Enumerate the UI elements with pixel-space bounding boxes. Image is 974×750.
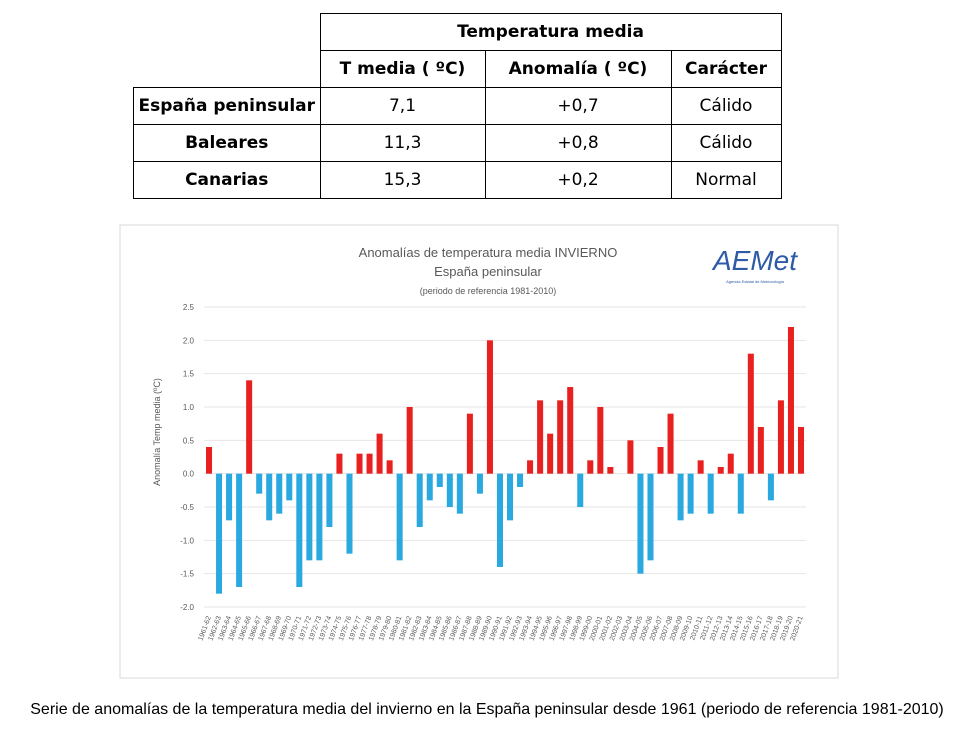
bar: [286, 473, 293, 501]
y-tick-label: 0.5: [183, 436, 195, 445]
bar: [557, 400, 564, 474]
bar: [597, 407, 604, 474]
y-tick-label: -1.5: [180, 570, 194, 579]
bar: [316, 473, 323, 561]
bar: [256, 473, 263, 494]
summary-table: Temperatura media T media ( ºC) Anomalía…: [133, 13, 782, 199]
chart-note: (periodo de referencia 1981-2010): [420, 286, 557, 296]
y-tick-label: 2.0: [183, 336, 195, 345]
bar: [456, 473, 463, 514]
bar: [246, 380, 253, 474]
chart: Anomalías de temperatura media INVIERNO …: [119, 224, 839, 679]
bar: [416, 473, 423, 527]
bar: [326, 473, 333, 527]
caption: Serie de anomalías de la temperatura med…: [30, 701, 944, 718]
y-tick-label: 1.5: [183, 370, 195, 379]
bar: [717, 467, 724, 474]
bar: [236, 473, 243, 587]
bar: [677, 473, 684, 521]
table-row: Baleares 11,3 +0,8 Cálido: [133, 124, 782, 162]
y-tick-label: -1.0: [180, 536, 194, 545]
bar: [757, 427, 764, 474]
y-tick-label: 2.5: [183, 303, 195, 312]
table-cell: Normal: [670, 161, 782, 199]
bar: [537, 400, 544, 474]
table-cell: +0,7: [484, 87, 672, 125]
bar: [466, 413, 473, 474]
bar: [507, 473, 514, 521]
bar: [226, 473, 233, 521]
bar: [366, 453, 373, 474]
column-header: Carácter: [670, 50, 782, 88]
table-cell: +0,2: [484, 161, 672, 199]
bar: [406, 407, 413, 474]
bar: [687, 473, 694, 514]
bar: [436, 473, 443, 487]
y-tick-label: 0.0: [183, 470, 195, 479]
bar: [476, 473, 483, 494]
bar: [216, 473, 223, 594]
bar: [426, 473, 433, 501]
bar: [306, 473, 313, 561]
bar: [787, 327, 794, 474]
bar: [607, 467, 614, 474]
bar: [206, 447, 213, 474]
logo-subtitle: Agencia Estatal de Meteorología: [726, 279, 785, 284]
row-header: Canarias: [133, 161, 321, 199]
bar: [657, 447, 664, 474]
bar: [637, 473, 644, 574]
chart-title: Anomalías de temperatura media INVIERNO: [359, 245, 618, 260]
bar: [396, 473, 403, 561]
bar: [486, 340, 493, 474]
bar: [577, 473, 584, 507]
group-header: Temperatura media: [319, 13, 782, 51]
bar: [747, 353, 754, 474]
bar: [336, 453, 343, 474]
y-tick-label: -2.0: [180, 603, 194, 612]
bar: [376, 433, 383, 474]
bar: [266, 473, 273, 521]
logo: AEMet: [711, 245, 798, 276]
y-tick-label: 1.0: [183, 403, 195, 412]
table-cell: Cálido: [670, 87, 782, 125]
bar: [777, 400, 784, 474]
bar: [737, 473, 744, 514]
bar: [386, 460, 393, 474]
table-cell: +0,8: [484, 124, 672, 162]
bar: [346, 473, 353, 554]
bar: [356, 453, 363, 474]
bar: [446, 473, 453, 507]
bar: [547, 433, 554, 474]
table-row: España peninsular 7,1 +0,7 Cálido: [133, 87, 782, 125]
bar: [697, 460, 704, 474]
bar: [587, 460, 594, 474]
bar: [727, 453, 734, 474]
y-axis-label: Anomalía Temp media (ºC): [152, 378, 162, 486]
bar: [797, 427, 804, 474]
table-cell: 15,3: [319, 161, 486, 199]
bar: [567, 387, 574, 474]
bar: [767, 473, 774, 501]
bar: [517, 473, 524, 487]
column-header: T media ( ºC): [319, 50, 486, 88]
bar: [296, 473, 303, 587]
bar: [707, 473, 714, 514]
bar: [276, 473, 283, 514]
bar: [627, 440, 634, 474]
row-header: Baleares: [133, 124, 321, 162]
bar: [527, 460, 534, 474]
bar: [647, 473, 654, 561]
y-tick-label: -0.5: [180, 503, 194, 512]
bar: [667, 413, 674, 474]
table-row: Canarias 15,3 +0,2 Normal: [133, 161, 782, 199]
table-cell: Cálido: [670, 124, 782, 162]
chart-frame: [119, 224, 839, 679]
table-cell: 11,3: [319, 124, 486, 162]
chart-subtitle: España peninsular: [434, 264, 542, 279]
bar: [496, 473, 503, 567]
